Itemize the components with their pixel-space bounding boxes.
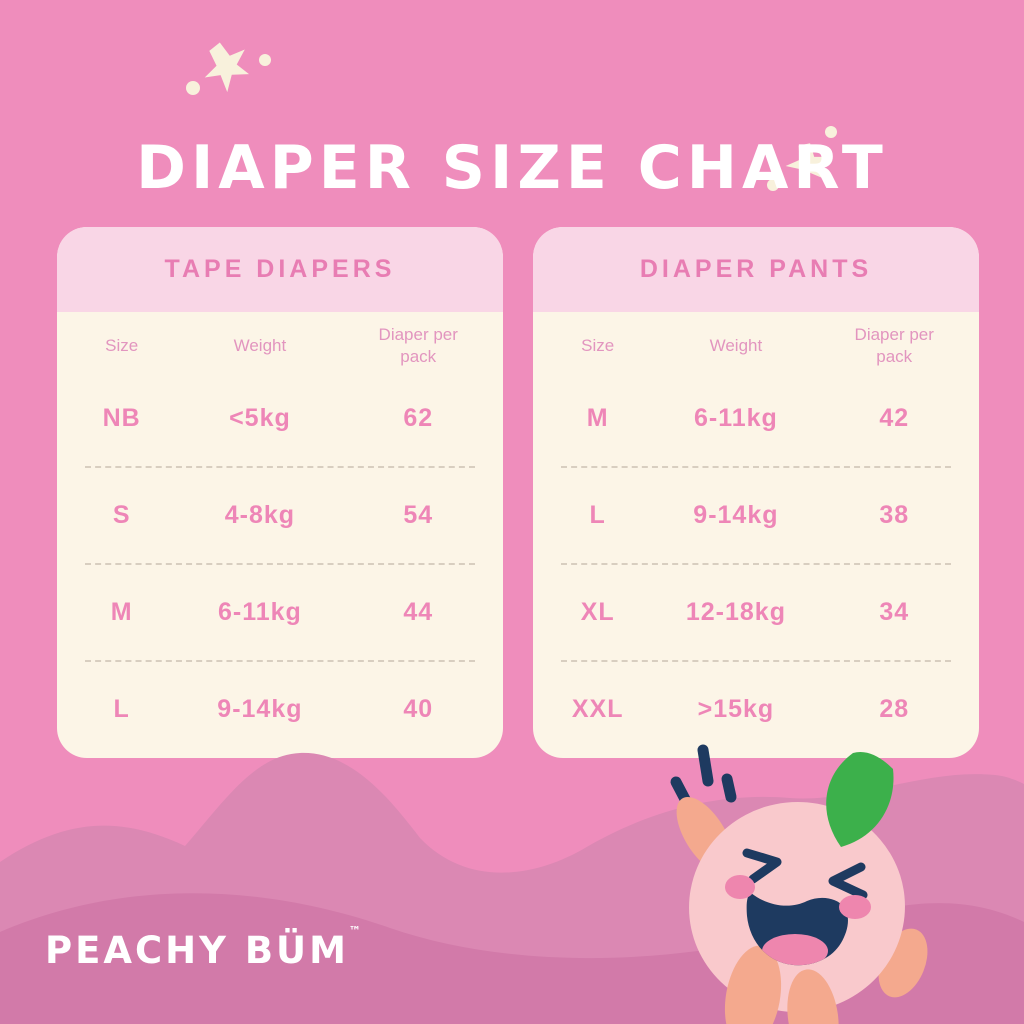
mascot-cheek [725, 875, 755, 899]
pack-count-cell: 28 [879, 695, 910, 723]
dot-icon [825, 126, 837, 138]
pack-count-cell: 62 [403, 404, 434, 432]
card-title: TAPE DIAPERS [57, 227, 503, 312]
star-icon [204, 42, 250, 93]
pack-count-cell: 40 [403, 695, 434, 723]
weight-cell: <5kg [229, 404, 291, 432]
mascot-cheek [839, 895, 871, 919]
table-row: L 9-14kg 40 [57, 660, 503, 758]
size-cell: S [112, 501, 131, 529]
pack-count-cell: 42 [879, 404, 910, 432]
column-header-weight: Weight [709, 335, 763, 355]
column-header-row: Size Weight Diaper per pack [57, 322, 503, 370]
star-icon [785, 143, 829, 186]
dot-icon [259, 54, 271, 66]
star-sparkle-icon [186, 42, 271, 95]
pack-count-cell: 38 [879, 501, 910, 529]
brand-logo: PEACHY BÜM™ [45, 924, 361, 972]
weight-cell: >15kg [697, 695, 775, 723]
size-cell: XXL [571, 695, 624, 723]
diaper-pants-card: DIAPER PANTS Size Weight Diaper per pack M… [533, 227, 979, 758]
column-header-row: Size Weight Diaper per pack [533, 322, 979, 370]
table-row: XXL >15kg 28 [533, 660, 979, 758]
column-header-weight: Weight [233, 335, 287, 355]
page-title: DIAPER SIZE CHART [136, 133, 888, 204]
brand-name: PEACHY BÜM [45, 929, 349, 972]
mascot-leg [724, 945, 782, 1024]
leaf-icon [826, 751, 894, 847]
size-cell: L [113, 695, 130, 723]
table-row: M 6-11kg 42 [533, 370, 979, 467]
mascot-tongue [762, 934, 828, 966]
dot-icon [186, 81, 200, 95]
mascot-eyes [742, 848, 868, 900]
weight-cell: 6-11kg [693, 404, 778, 432]
column-header-diaper-per-pack: Diaper per pack [854, 324, 934, 366]
table-row: XL 12-18kg 34 [533, 563, 979, 661]
size-cell: M [586, 404, 609, 432]
table-row: NB <5kg 62 [57, 370, 503, 467]
card-title: DIAPER PANTS [533, 227, 979, 312]
trademark-symbol: ™ [348, 924, 361, 938]
column-header-size: Size [105, 335, 139, 355]
table-row: M 6-11kg 44 [57, 563, 503, 661]
size-cell: NB [102, 404, 141, 432]
size-cell: XL [580, 598, 615, 626]
table-row: L 9-14kg 38 [533, 466, 979, 564]
tape-diapers-card: TAPE DIAPERS Size Weight Diaper per pack N… [57, 227, 503, 758]
dot-icon [767, 179, 779, 191]
excitement-marks-icon [670, 744, 737, 809]
size-cell: M [110, 598, 133, 626]
diaper-pants-table: Size Weight Diaper per pack M 6-11kg 42 L 9-14… [533, 312, 979, 758]
weight-cell: 12-18kg [685, 598, 786, 626]
table-row: S 4-8kg 54 [57, 466, 503, 564]
size-cell: L [589, 501, 606, 529]
pack-count-cell: 54 [403, 501, 434, 529]
star-sparkle-icon [767, 126, 837, 191]
weight-cell: 6-11kg [217, 598, 302, 626]
column-header-diaper-per-pack: Diaper per pack [378, 324, 458, 366]
mascot-leg [787, 969, 839, 1024]
column-header-size: Size [581, 335, 615, 355]
tape-diapers-table: Size Weight Diaper per pack NB <5kg 62 S 4-8kg… [57, 312, 503, 758]
weight-cell: 4-8kg [224, 501, 296, 529]
weight-cell: 9-14kg [217, 695, 303, 723]
peach-mascot [670, 744, 928, 1024]
weight-cell: 9-14kg [693, 501, 779, 529]
pack-count-cell: 44 [403, 598, 434, 626]
pack-count-cell: 34 [879, 598, 910, 626]
